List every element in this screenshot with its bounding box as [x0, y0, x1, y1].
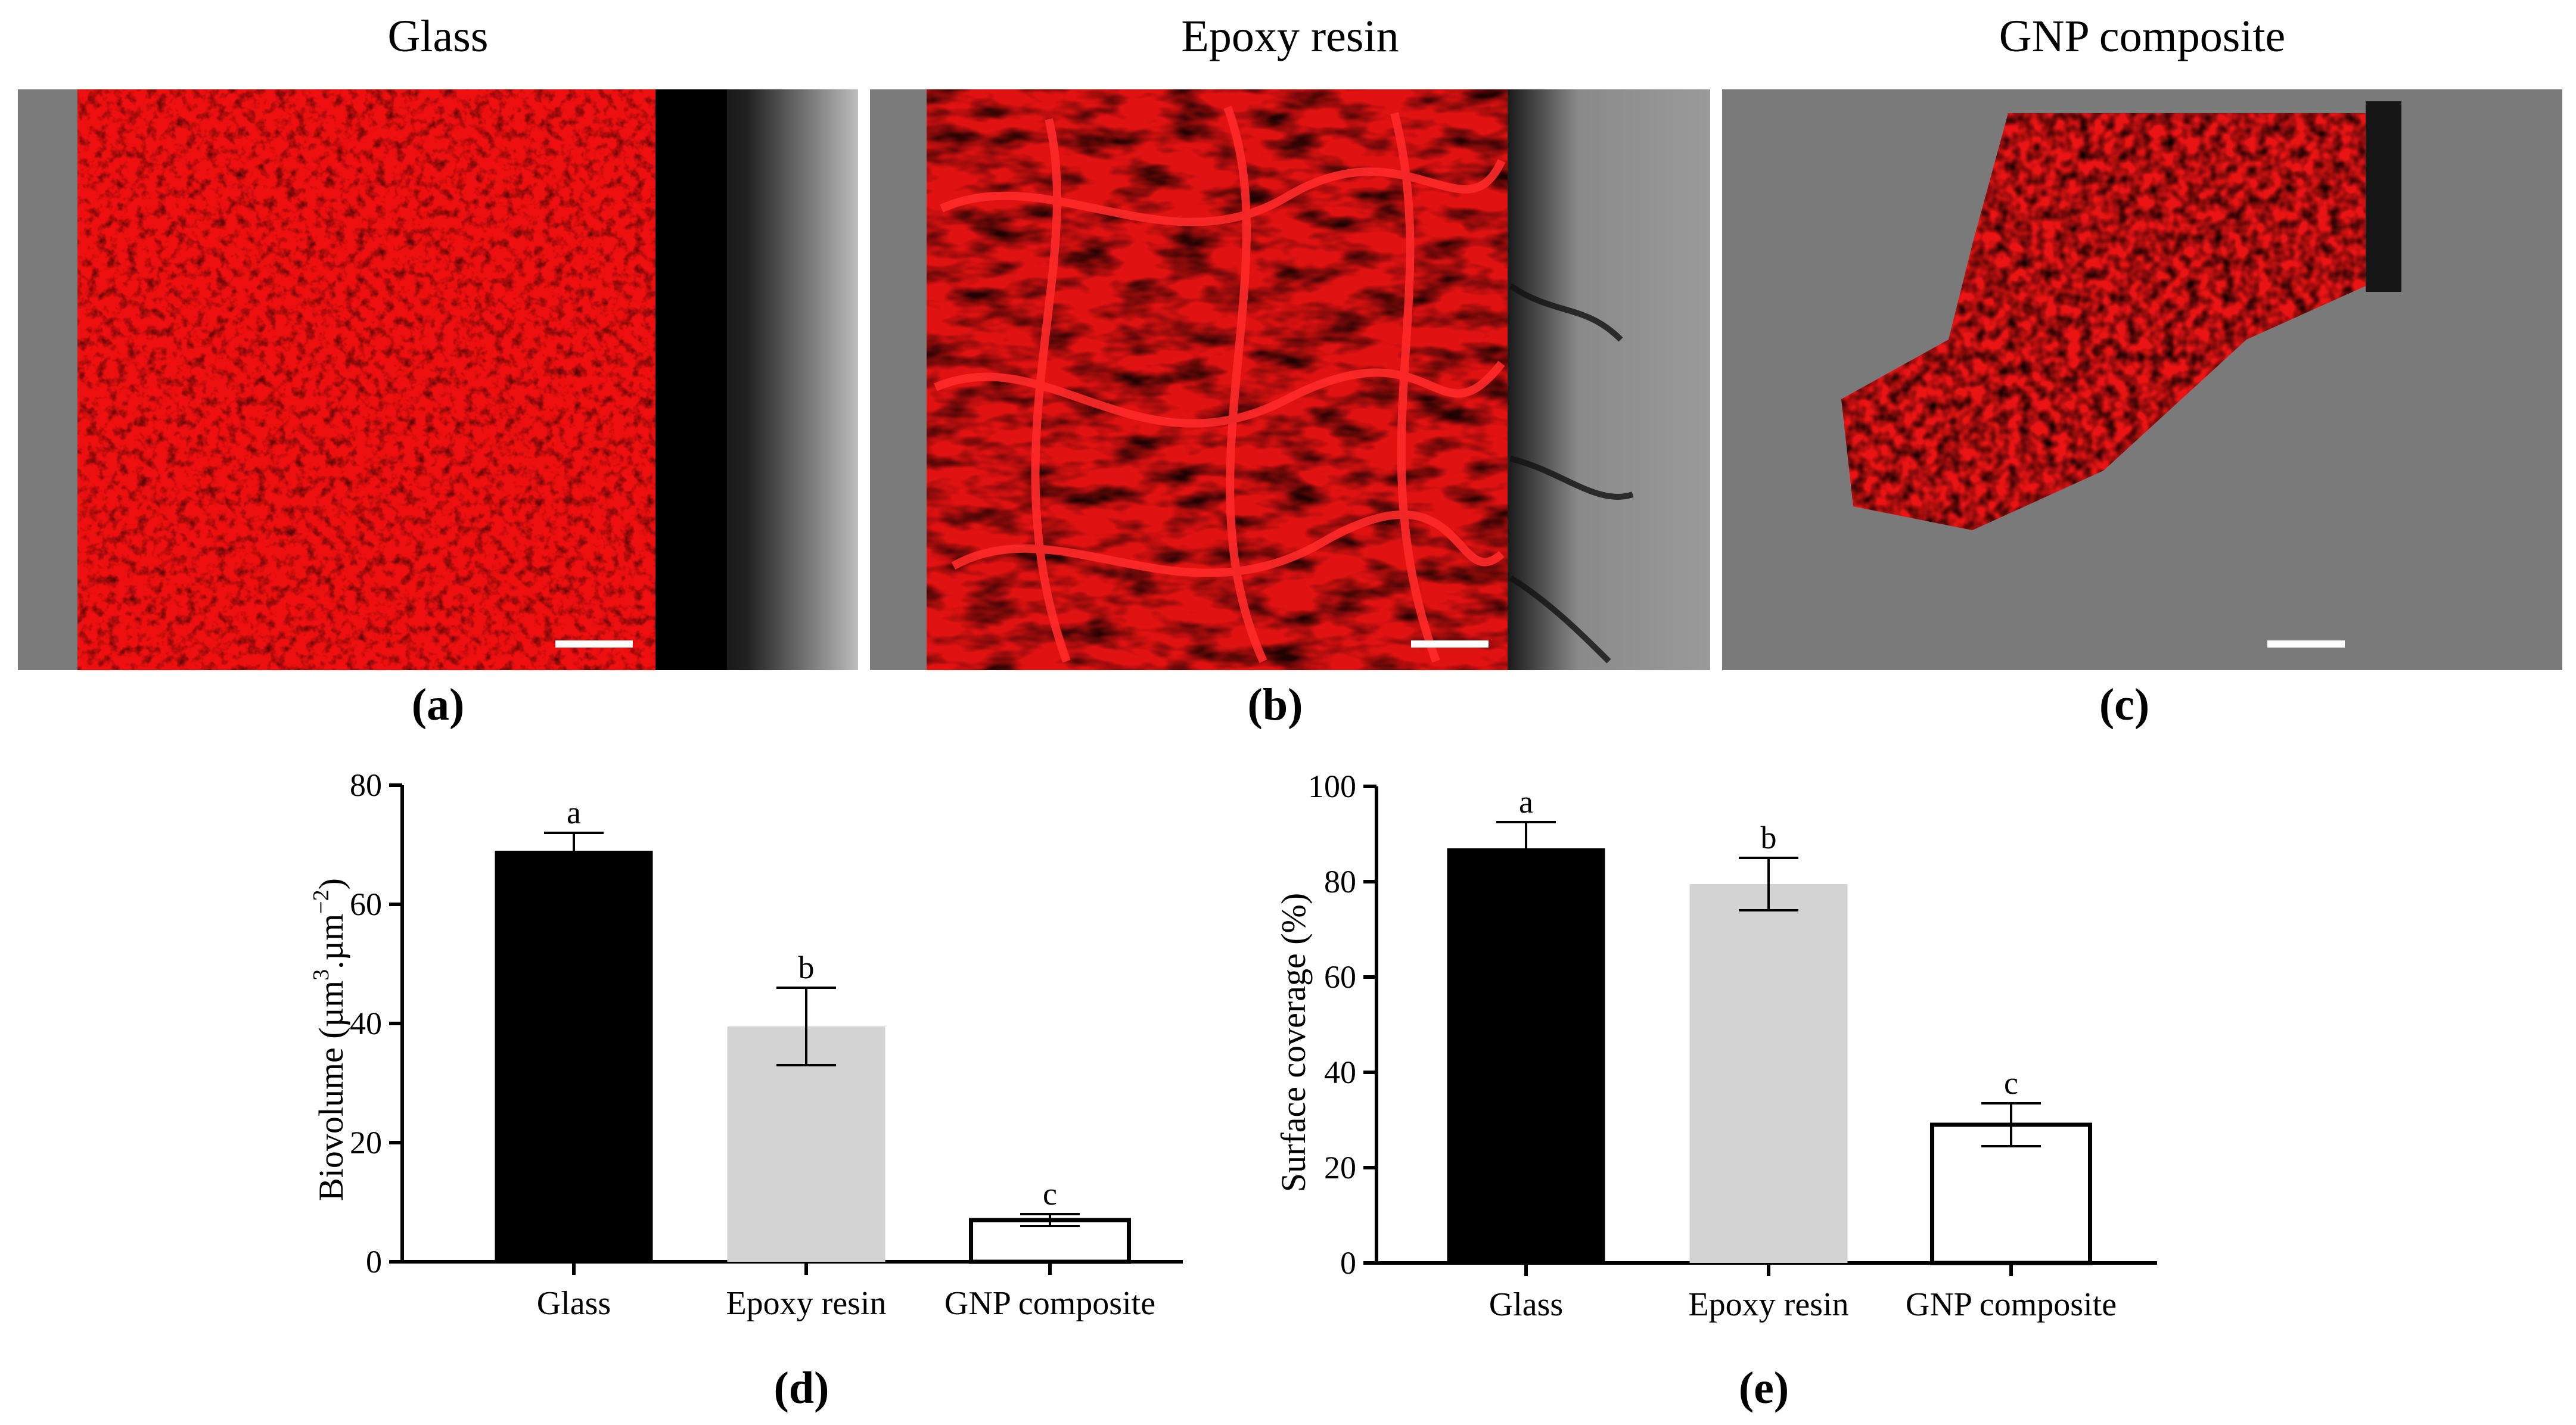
panel-title-c: GNP composite	[1999, 11, 2286, 61]
chart-d-panel-letter: (d)	[774, 1363, 829, 1413]
chart-d-category-label: Glass	[537, 1285, 611, 1322]
chart-d-ytick-label: 60	[350, 886, 382, 922]
chart-d-bar	[495, 851, 653, 1262]
chart-d-significance-label: c	[1043, 1176, 1057, 1212]
micrograph-glass	[18, 89, 858, 670]
chart-e-bar	[1447, 848, 1605, 1263]
chart-e-bar	[1930, 1122, 2092, 1265]
micrograph-gnp-composite	[1722, 89, 2562, 670]
scale-bar	[1411, 640, 1489, 648]
panel-letter-a: (a)	[411, 680, 465, 730]
chart-e-svg: Surface coverage (%) (e) 0 20 40 60 80 100 a Gl…	[1274, 768, 2157, 1413]
panel-letter-b: (b)	[1247, 680, 1303, 730]
panel-title-b: Epoxy resin	[1181, 11, 1399, 61]
chart-surface-coverage: Surface coverage (%) (e) 0 20 40 60 80 100 a Gl…	[1251, 757, 2562, 1421]
chart-e-ytick-label: 40	[1324, 1054, 1356, 1090]
chart-e-category-label: Glass	[1489, 1286, 1563, 1323]
chart-e-category-label: Epoxy resin	[1688, 1286, 1848, 1323]
panel-letter-c: (c)	[2099, 680, 2150, 730]
chart-e-category-label: GNP composite	[1906, 1286, 2117, 1323]
chart-d-category-label: GNP composite	[944, 1285, 1155, 1322]
chart-d-ytick-label: 0	[366, 1244, 382, 1280]
chart-e-ytick-label: 80	[1324, 864, 1356, 900]
chart-d-significance-label: a	[567, 795, 581, 830]
chart-e-ytick-label: 60	[1324, 959, 1356, 995]
scale-bar	[555, 640, 633, 648]
chart-e-significance-label: a	[1519, 784, 1533, 820]
chart-e-ytick-label: 0	[1340, 1245, 1356, 1281]
chart-e-ytick-label: 100	[1308, 768, 1356, 804]
chart-d-significance-label: b	[798, 950, 815, 985]
chart-d-ytick-label: 80	[350, 767, 382, 803]
micrograph-epoxy-resin	[870, 89, 1710, 670]
chart-d-svg: Biovolume (µm3.µm−2) (d) 0 20 40 60 80 a Glass…	[309, 767, 1183, 1413]
chart-d-ytick-label: 20	[350, 1125, 382, 1160]
chart-e-significance-label: c	[2004, 1065, 2018, 1101]
chart-e-panel-letter: (e)	[1739, 1363, 1789, 1413]
chart-e-significance-label: b	[1761, 820, 1777, 855]
scale-bar	[2267, 640, 2345, 648]
chart-d-ylabel: Biovolume (µm3.µm−2)	[309, 878, 350, 1201]
chart-e-bar	[1689, 884, 1848, 1263]
panel-title-a: Glass	[387, 11, 489, 61]
chart-d-category-label: Epoxy resin	[726, 1285, 886, 1322]
chart-e-ytick-label: 20	[1324, 1150, 1356, 1186]
chart-e-ylabel: Surface coverage (%)	[1274, 893, 1313, 1192]
chart-biovolume: Biovolume (µm3.µm−2) (d) 0 20 40 60 80 a Glass…	[0, 757, 1251, 1421]
chart-d-ytick-label: 40	[350, 1006, 382, 1041]
